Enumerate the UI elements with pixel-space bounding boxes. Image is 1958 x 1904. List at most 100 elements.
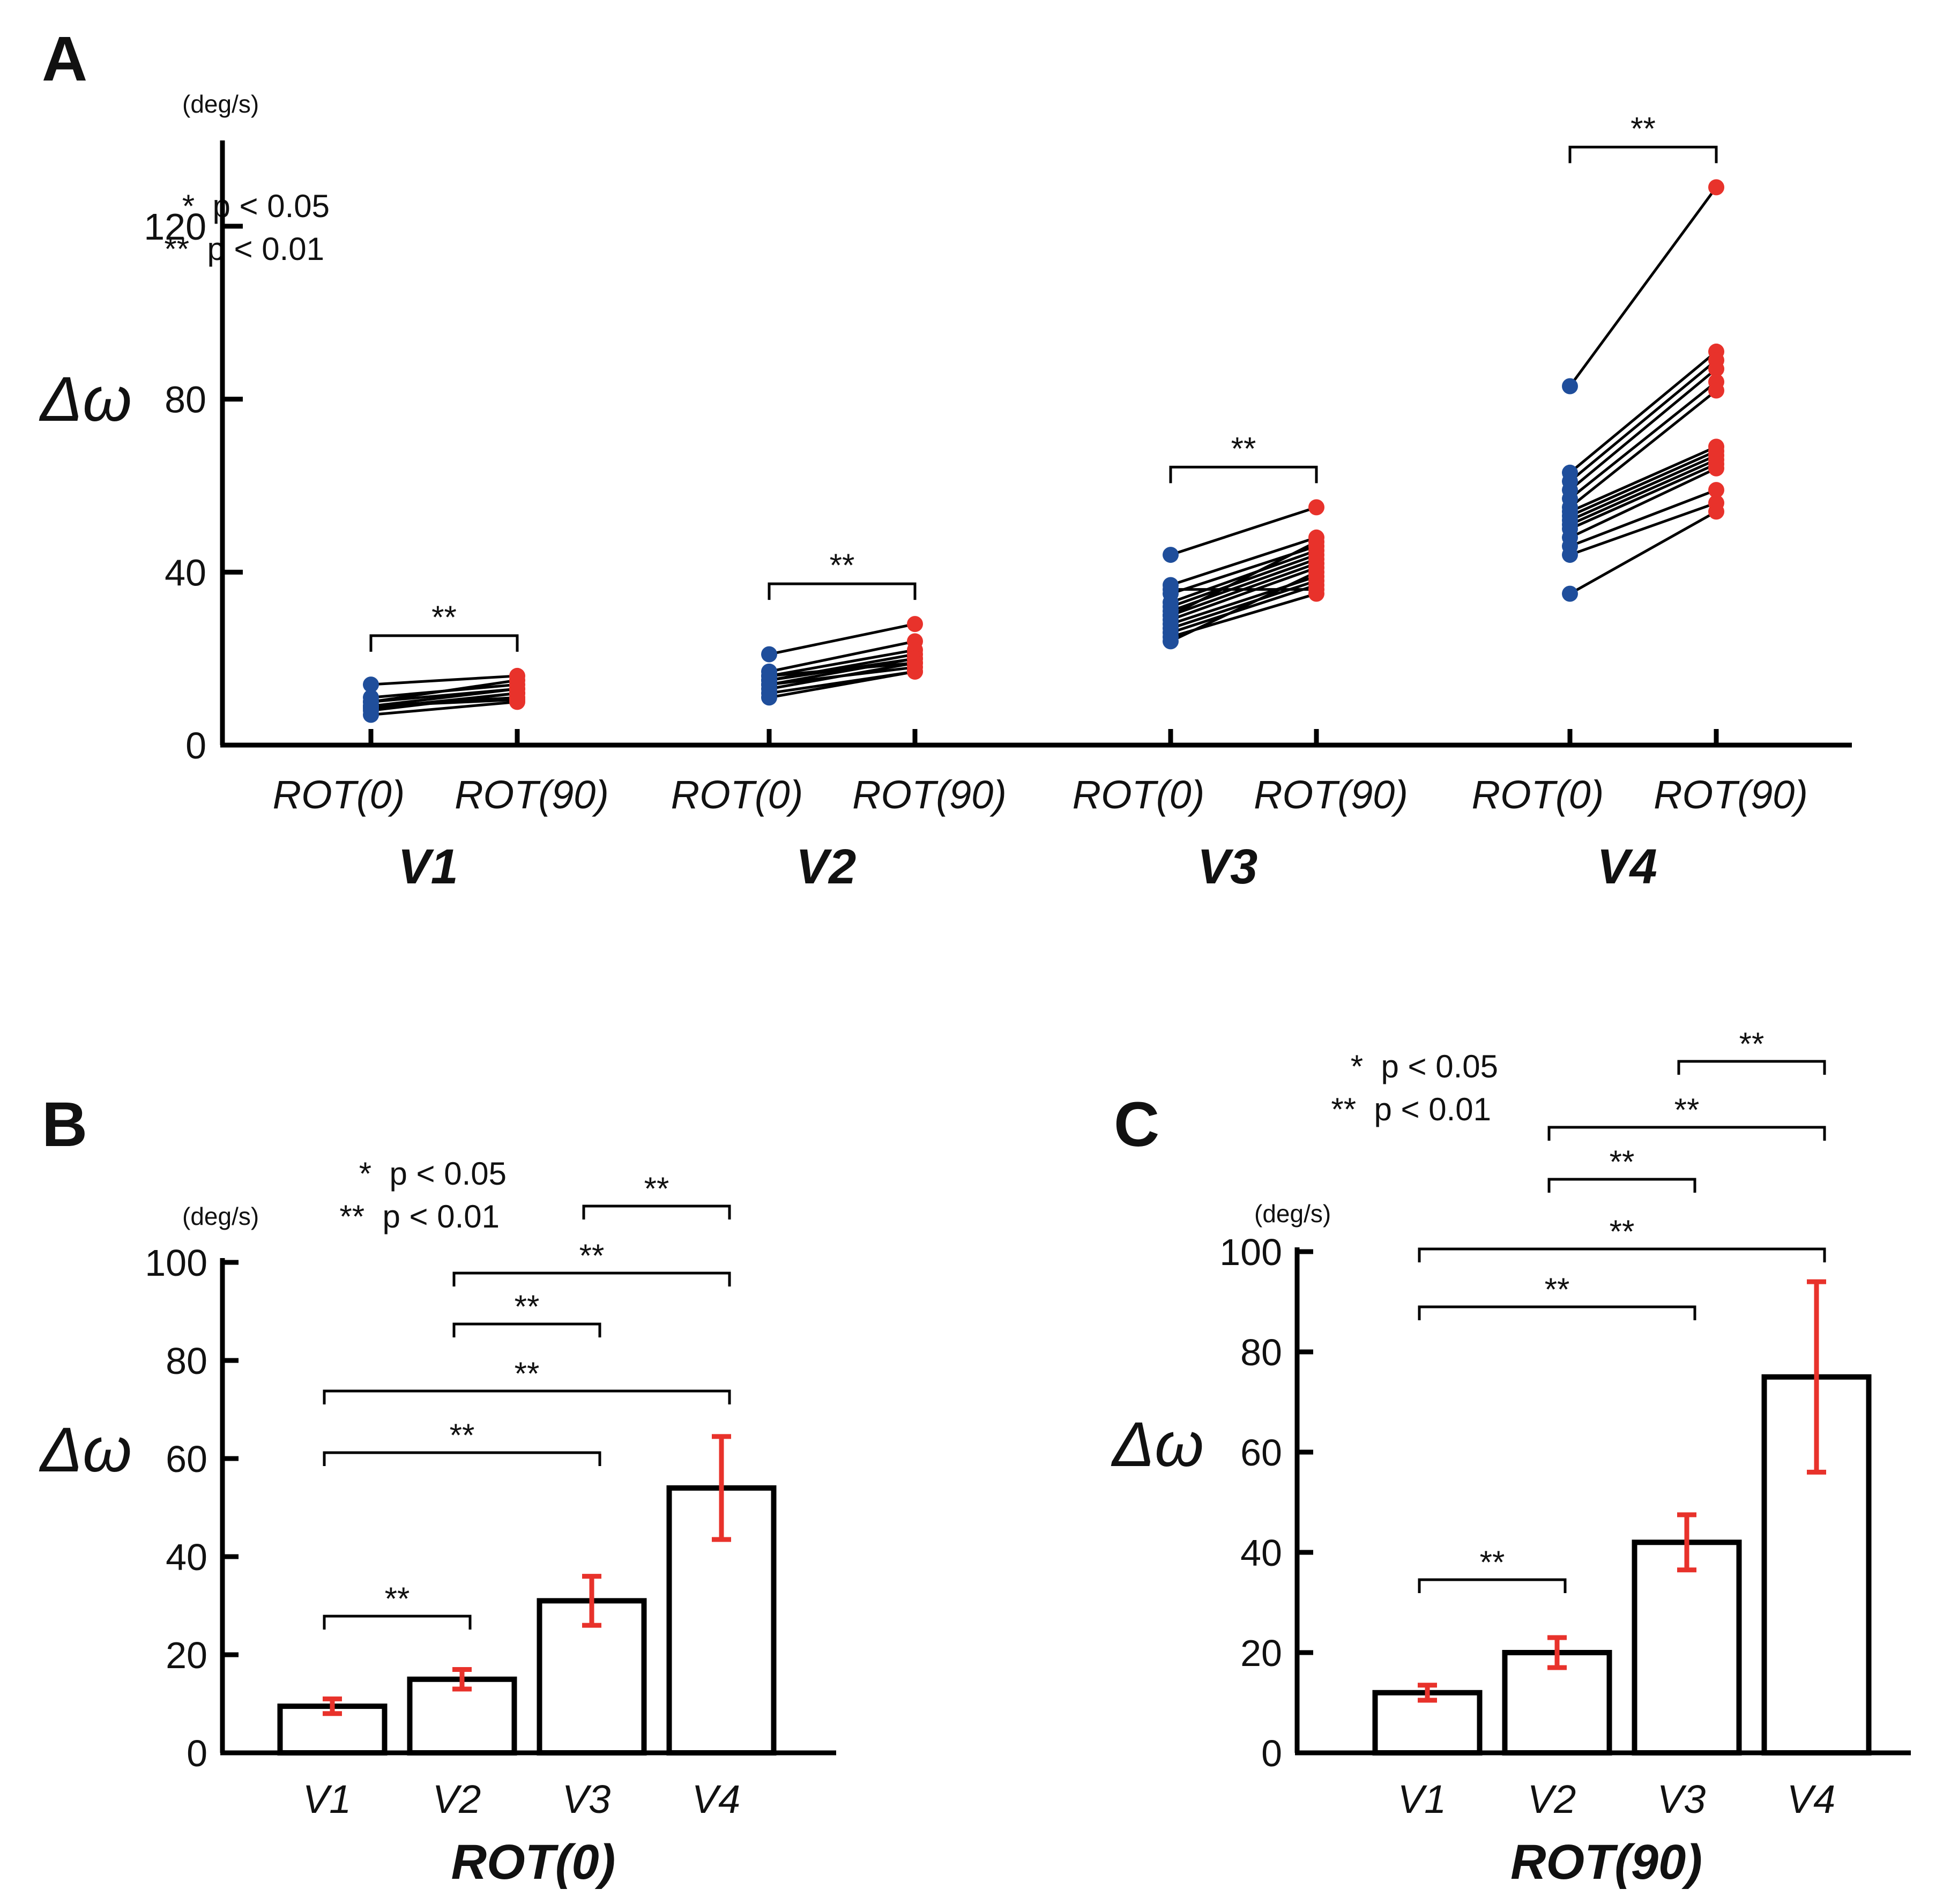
panel-c-unit: (deg/s) bbox=[1254, 1200, 1331, 1228]
panel-a-pair-line bbox=[769, 649, 915, 678]
panel-a-pair-line bbox=[1569, 351, 1717, 474]
panel-a-sig-label: ** bbox=[1631, 110, 1656, 146]
panel-a-point-rot0 bbox=[1562, 378, 1578, 395]
panel-a-pair-line bbox=[1170, 571, 1317, 643]
panel-a-pair-line bbox=[1569, 381, 1717, 500]
panel-a-sig-bracket bbox=[1169, 465, 1318, 484]
panel-b-error-bar bbox=[452, 1667, 472, 1692]
panel-c-y-tick-label: 80 bbox=[1240, 1332, 1282, 1373]
panel-a-ylabel: Δω bbox=[39, 364, 132, 435]
panel-c-sig-label: ** bbox=[1610, 1214, 1635, 1250]
panel-c-sig-label: ** bbox=[1480, 1544, 1505, 1580]
panel-c-sig-label: ** bbox=[1674, 1092, 1700, 1128]
panel-a-sig-label: ** bbox=[830, 547, 855, 583]
panel-b-y-tick-label: 60 bbox=[166, 1438, 207, 1480]
panel-b-legend-1: * p < 0.05 bbox=[359, 1156, 507, 1192]
panel-a-y-tick-label: 120 bbox=[144, 206, 206, 248]
panel-a-pair-line bbox=[1170, 553, 1317, 608]
panel-b-bar bbox=[407, 1676, 517, 1756]
panel-a-point-rot90 bbox=[1308, 564, 1324, 581]
panel-a-sig-label: ** bbox=[1231, 430, 1256, 466]
panel-c-error-bar bbox=[1677, 1512, 1696, 1573]
panel-c: C (deg/s) Δω * p < 0.05 ** p < 0.01 ROT(… bbox=[1111, 1026, 1911, 1890]
panel-b-x-tick-label: V3 bbox=[562, 1777, 611, 1821]
panel-a-pair-line bbox=[1170, 536, 1317, 586]
panel-b-legend-2: ** p < 0.01 bbox=[339, 1199, 500, 1234]
panel-b-error-bar bbox=[582, 1574, 601, 1628]
panel-a-y-tick-label: 0 bbox=[185, 725, 206, 767]
panel-a-condition-label: ROT(90) bbox=[852, 772, 1007, 817]
panel-a-condition-label: ROT(0) bbox=[1073, 772, 1205, 817]
panel-a-pair-line bbox=[1569, 488, 1717, 548]
panel-b-sig-bracket bbox=[323, 1389, 731, 1404]
panel-a-sig-bracket bbox=[768, 582, 917, 600]
panel-a-point-rot0 bbox=[1163, 547, 1179, 563]
panel-a-pair-line bbox=[1170, 505, 1317, 556]
panel-b-sig-bracket bbox=[452, 1271, 731, 1286]
panel-c-sig-bracket bbox=[1547, 1178, 1696, 1193]
panel-a-point-rot0 bbox=[761, 667, 777, 684]
panel-a-point-rot0 bbox=[761, 646, 777, 663]
panel-a-point-rot0 bbox=[363, 698, 379, 715]
panel-a-pair-line bbox=[769, 622, 915, 656]
panel-a-pair-line bbox=[1569, 510, 1717, 595]
panel-c-bar bbox=[1632, 1539, 1742, 1756]
panel-b-sig-label: ** bbox=[515, 1356, 540, 1392]
panel-a-condition-label: ROT(0) bbox=[671, 772, 803, 817]
panel-b-sig-bracket bbox=[452, 1322, 601, 1337]
panel-a-point-rot0 bbox=[1163, 633, 1179, 650]
panel-a-y-tick-label: 40 bbox=[165, 552, 206, 593]
panel-c-legend-1: * p < 0.05 bbox=[1351, 1048, 1498, 1084]
panel-a-pair-line bbox=[1569, 450, 1717, 517]
panel-a-region-label: V4 bbox=[1597, 839, 1657, 894]
panel-c-legend-2: ** p < 0.01 bbox=[1331, 1091, 1491, 1127]
panel-b-y-tick-label: 20 bbox=[166, 1634, 207, 1676]
panel-c-sig-bracket bbox=[1677, 1060, 1826, 1075]
panel-a-pair-line bbox=[370, 698, 518, 708]
panel-a-sig-label: ** bbox=[431, 599, 457, 635]
panel-a-condition-label: ROT(0) bbox=[273, 772, 405, 817]
panel-c-error-bar bbox=[1807, 1279, 1826, 1475]
panel-a-region-label: V2 bbox=[796, 839, 857, 894]
panel-c-xlabel: ROT(90) bbox=[1510, 1835, 1702, 1890]
panel-a-pair-line bbox=[769, 661, 915, 678]
panel-b-y-tick-label: 80 bbox=[166, 1340, 207, 1382]
panel-c-x-tick-label: V3 bbox=[1657, 1777, 1706, 1821]
panel-b-sig-label: ** bbox=[515, 1289, 540, 1325]
panel-b-error-bar bbox=[712, 1434, 731, 1542]
panel-a-point-rot90 bbox=[1708, 460, 1724, 477]
panel-a-region-label: V3 bbox=[1197, 839, 1258, 894]
panel-a-pair-line bbox=[1170, 540, 1317, 617]
panel-b-ylabel: Δω bbox=[39, 1415, 132, 1485]
panel-c-x-tick-label: V4 bbox=[1787, 1777, 1836, 1821]
panel-b-sig-bracket bbox=[323, 1451, 601, 1466]
panel-a-pair-line bbox=[370, 674, 518, 686]
panel-c-sig-bracket bbox=[1418, 1247, 1826, 1262]
panel-a-point-rot90 bbox=[1308, 533, 1324, 550]
panel-a-point-rot90 bbox=[509, 676, 525, 693]
panel-a-point-rot0 bbox=[1562, 547, 1578, 563]
panel-c-ylabel: Δω bbox=[1111, 1409, 1204, 1480]
panel-a-point-rot90 bbox=[1708, 179, 1724, 196]
panel-c-y-tick-label: 100 bbox=[1219, 1231, 1282, 1273]
panel-c-sig-label: ** bbox=[1610, 1144, 1635, 1180]
panel-b-sig-label: ** bbox=[644, 1171, 669, 1207]
panel-c-sig-label: ** bbox=[1545, 1271, 1570, 1307]
panel-a-label: A bbox=[42, 24, 87, 94]
panel-a-unit: (deg/s) bbox=[182, 90, 259, 118]
panel-a-point-rot0 bbox=[1163, 581, 1179, 598]
panel-b-sig-bracket bbox=[323, 1615, 472, 1630]
panel-a-pair-line bbox=[1170, 549, 1317, 604]
panel-a-point-rot0 bbox=[363, 676, 379, 693]
panel-a-pair-line bbox=[1569, 467, 1717, 539]
panel-a-pair-line bbox=[769, 639, 915, 673]
panel-a-pair-line bbox=[1569, 458, 1717, 526]
panel-a-point-rot90 bbox=[1708, 361, 1724, 377]
panel-a-point-rot0 bbox=[1163, 607, 1179, 623]
panel-a-point-rot0 bbox=[1562, 585, 1578, 602]
panel-a-condition-label: ROT(90) bbox=[1254, 772, 1408, 817]
panel-b-xlabel: ROT(0) bbox=[451, 1835, 616, 1890]
panel-b-error-bar bbox=[323, 1696, 342, 1716]
panel-c-sig-bracket bbox=[1418, 1578, 1567, 1593]
